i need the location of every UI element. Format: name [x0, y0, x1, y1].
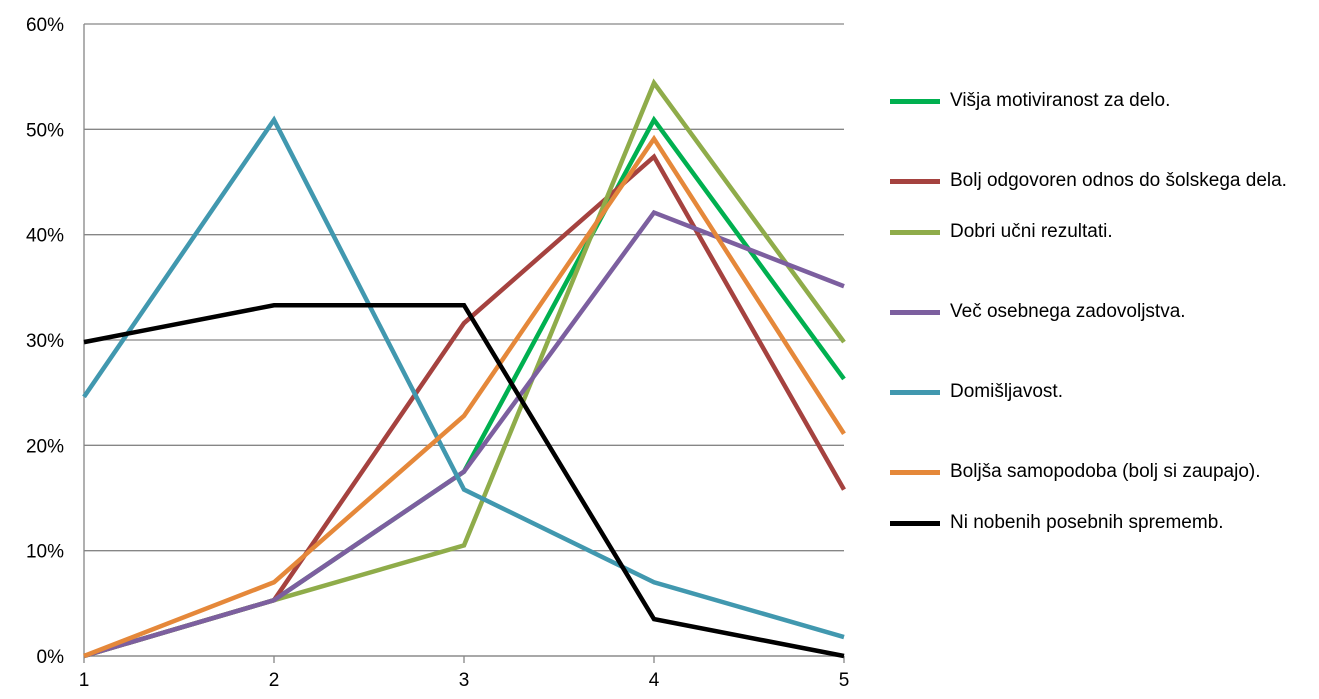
y-tick-label: 10%: [26, 542, 64, 563]
x-tick-label: 3: [459, 670, 470, 691]
legend-label: Več osebnega zadovoljstva.: [950, 301, 1186, 322]
legend: Višja motiviranost za delo. Bolj odgovor…: [888, 80, 1319, 536]
legend-label: Bolj odgovoren odnos do šolskega dela.: [950, 170, 1287, 191]
y-tick-label: 50%: [26, 120, 64, 141]
series-line: [83, 209, 845, 659]
series-line: [83, 78, 846, 659]
y-tick-label: 20%: [26, 436, 64, 457]
series-line: [83, 134, 846, 659]
series-line: [83, 115, 846, 659]
legend-item: Ni nobenih posebnih sprememb.: [888, 510, 1319, 536]
legend-swatch: [890, 521, 940, 526]
x-tick-label: 1: [79, 670, 90, 691]
legend-swatch: [890, 179, 940, 184]
legend-label: Boljša samopodoba (bolj si zaupajo).: [950, 461, 1261, 482]
legend-swatch: [890, 310, 940, 315]
x-tick-label: 2: [269, 670, 280, 691]
series-line: [82, 115, 845, 640]
legend-swatch: [890, 99, 940, 104]
legend-item: Bolj odgovoren odnos do šolskega dela.: [888, 168, 1319, 194]
legend-label: Ni nobenih posebnih sprememb.: [950, 512, 1224, 533]
y-tick-label: 0%: [37, 647, 65, 668]
legend-label: Domišljavost.: [950, 381, 1063, 402]
legend-swatch: [890, 390, 940, 395]
legend-swatch: [890, 230, 940, 235]
legend-item: Dobri učni rezultati.: [888, 219, 1319, 245]
series-line: [83, 302, 845, 659]
y-tick-label: 30%: [26, 331, 64, 352]
legend-label: Dobri učni rezultati.: [950, 221, 1113, 242]
legend-label: Višja motiviranost za delo.: [950, 90, 1171, 111]
y-tick-label: 60%: [26, 15, 64, 36]
legend-item: Domišljavost.: [888, 379, 1319, 405]
legend-swatch: [890, 470, 940, 475]
x-tick-label: 5: [839, 670, 850, 691]
legend-item: Višja motiviranost za delo.: [888, 88, 1319, 114]
x-tick-label: 4: [649, 670, 660, 691]
legend-item: Boljša samopodoba (bolj si zaupajo).: [888, 459, 1319, 485]
legend-item: Več osebnega zadovoljstva.: [888, 299, 1319, 325]
y-tick-label: 40%: [26, 226, 64, 247]
